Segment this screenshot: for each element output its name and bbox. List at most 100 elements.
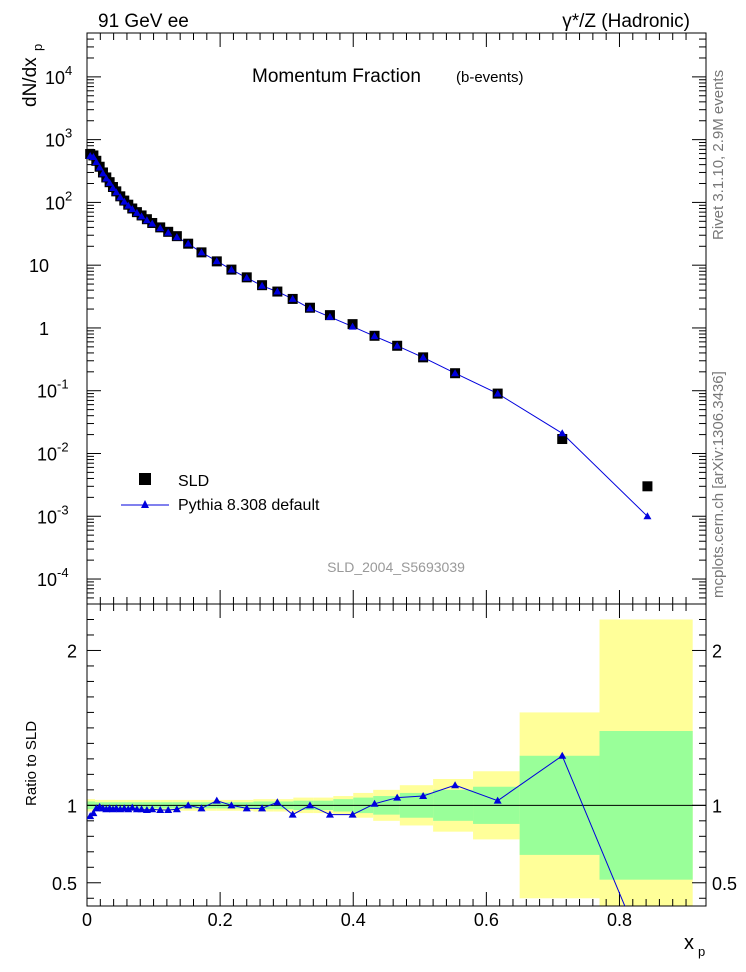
ratio-point	[156, 805, 165, 813]
legend-pythia-marker	[141, 500, 149, 508]
ratio-y-tick-label-right: 2	[712, 641, 722, 661]
y-tick-label-text: 10	[29, 256, 49, 276]
y-tick-label: 10 -2	[37, 439, 69, 464]
y-tick-label-exp: -1	[57, 377, 69, 392]
y-tick-label-exp: 3	[65, 126, 72, 141]
legend-pythia-label: Pythia 8.308 default	[178, 497, 320, 514]
analysis-watermark: SLD_2004_S5693039	[327, 559, 465, 575]
y-tick-label: 10 -1	[37, 377, 69, 402]
ratio-point	[227, 801, 236, 809]
ratio-point	[164, 805, 173, 813]
ratio-point	[137, 805, 146, 813]
header-right: γ*/Z (Hadronic)	[562, 11, 690, 32]
x-tick-label: 0.4	[341, 910, 366, 930]
y-tick-label-exp: 2	[65, 188, 72, 203]
pythia-point	[558, 429, 567, 437]
pythia-point	[98, 169, 107, 177]
main-data	[85, 149, 653, 520]
ratio-point	[325, 810, 334, 818]
x-axis-label: x p	[684, 932, 705, 959]
ratio-axis-ticks: 0.5 0.5 1 1 2 2 0 0.2 0.4 0.6 0.8	[52, 604, 737, 930]
ratio-point	[128, 803, 137, 811]
pythia-point	[108, 183, 117, 191]
pythia-point	[419, 353, 428, 361]
x-axis-label-sub: p	[698, 944, 705, 959]
sld-point	[557, 434, 568, 445]
pythia-point	[128, 205, 137, 213]
ratio-y-tick-label: 0.5	[52, 874, 77, 894]
pythia-point	[95, 163, 104, 171]
pythia-point	[105, 178, 114, 186]
x-tick-label: 0.8	[607, 910, 632, 930]
ratio-point	[393, 793, 402, 801]
ratio-point	[419, 792, 428, 800]
pythia-point	[92, 158, 101, 166]
pythia-point	[172, 233, 181, 241]
pythia-point	[116, 193, 125, 201]
pythia-point	[493, 389, 502, 397]
pythia-point	[212, 257, 221, 265]
x-axis-label-text: x	[684, 932, 694, 954]
pythia-point	[89, 152, 98, 160]
pythia-point	[102, 174, 111, 182]
pythia-point	[124, 201, 133, 209]
pythia-point	[112, 188, 121, 196]
ratio-point	[184, 801, 193, 809]
ratio-point	[451, 781, 460, 789]
ratio-ylabel: Ratio to SLD	[23, 721, 40, 806]
y-tick-label: 10 2	[45, 188, 72, 213]
pythia-point	[137, 212, 146, 220]
ratio-point	[148, 805, 157, 813]
y-tick-label-exp: 4	[65, 63, 72, 78]
pythia-point	[273, 287, 282, 295]
pythia-point	[184, 239, 193, 247]
pythia-line	[90, 155, 648, 517]
sld-point	[642, 481, 653, 492]
legend-sld-label: SLD	[178, 473, 209, 490]
ratio-point	[558, 751, 567, 759]
y-tick-label: 10 -4	[37, 565, 69, 590]
ratio-y-tick-label-right: 1	[712, 796, 722, 816]
main-ylabel-sub: p	[30, 44, 45, 51]
pythia-point	[242, 273, 251, 281]
pythia-point	[197, 248, 206, 256]
chart-title: Momentum Fraction	[252, 66, 421, 87]
ratio-panel: 0.5 0.5 1 1 2 2 0 0.2 0.4 0.6 0.8 Ratio to SLD x p	[23, 603, 737, 959]
pythia-point	[120, 197, 129, 205]
legend-sld-marker	[139, 473, 151, 485]
x-tick-label: 0.6	[474, 910, 499, 930]
y-tick-label-text: 1	[39, 319, 49, 339]
main-ylabel-text: dN/dx	[20, 57, 41, 107]
y-tick-label-exp: -2	[57, 439, 69, 454]
legend: SLD Pythia 8.308 default	[121, 473, 320, 514]
ratio-point	[212, 796, 221, 804]
header-left: 91 GeV ee	[98, 11, 189, 32]
pythia-point	[227, 265, 236, 273]
pythia-point	[258, 281, 267, 289]
ratio-y-tick-label: 2	[67, 641, 77, 661]
y-tick-label: 10	[29, 256, 49, 276]
pythia-point	[305, 304, 314, 312]
pythia-point	[348, 322, 357, 330]
ratio-data-clipped	[87, 751, 626, 906]
main-ylabel: dN/dx p	[20, 44, 45, 107]
x-tick-label: 0.2	[208, 910, 233, 930]
ratio-data	[87, 751, 626, 906]
y-tick-label-exp: -4	[57, 565, 69, 580]
y-tick-label-base: 10	[37, 444, 57, 464]
y-tick-label-base: 10	[45, 68, 65, 88]
ratio-y-tick-label-right: 0.5	[712, 874, 737, 894]
ratio-y-tick-label: 1	[67, 796, 77, 816]
y-tick-label: 10 3	[45, 126, 72, 151]
y-tick-label-exp: -3	[57, 502, 69, 517]
y-tick-label-base: 10	[45, 131, 65, 151]
ratio-point	[348, 810, 357, 818]
ratio-point	[258, 804, 267, 812]
pythia-point	[148, 219, 157, 227]
ratio-point	[288, 810, 297, 818]
pythia-point	[142, 216, 151, 224]
chart-subtitle: (b-events)	[456, 69, 524, 86]
pythia-point	[164, 228, 173, 236]
